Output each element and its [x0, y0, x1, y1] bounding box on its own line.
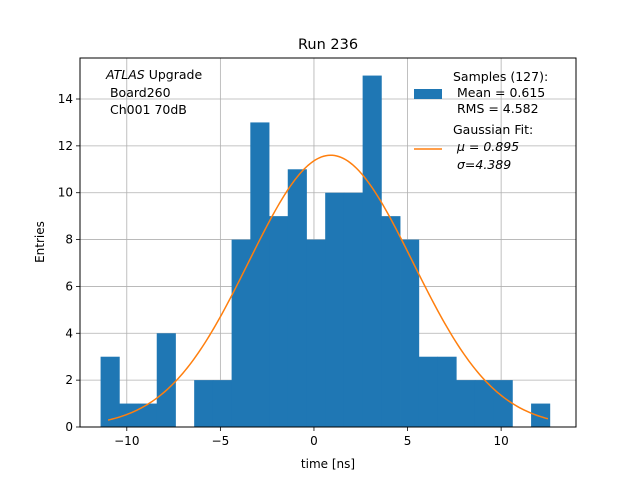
y-tick-label: 0 [65, 420, 73, 434]
histogram-bar [212, 380, 233, 427]
histogram-bar [269, 216, 289, 427]
y-tick-label: 14 [58, 92, 73, 106]
x-tick-label: 5 [404, 434, 412, 448]
y-tick-label: 6 [65, 279, 73, 293]
histogram-bar [194, 380, 214, 427]
histogram-bar [400, 239, 420, 427]
histogram-bar [306, 239, 326, 427]
histogram-bar [138, 403, 158, 427]
legend-fit-mu: μ = 0.895 [453, 139, 519, 154]
annotation-line3: Ch001 70dB [106, 102, 187, 117]
y-tick-label: 4 [65, 326, 73, 340]
histogram-bar [100, 356, 120, 427]
legend-fit-label: Gaussian Fit: [453, 122, 533, 137]
legend-samples-label: Samples (127): [453, 69, 548, 84]
annotation-box: ATLAS Upgrade Board260 Ch001 70dB [105, 67, 202, 117]
histogram-bar [287, 169, 307, 428]
x-tick-label: 10 [493, 434, 508, 448]
histogram-bar [531, 403, 551, 427]
annotation-upgrade: Upgrade [145, 67, 203, 82]
x-tick-label: 0 [310, 434, 318, 448]
legend-samples-rms: RMS = 4.582 [453, 101, 539, 116]
legend-samples-mean: Mean = 0.615 [453, 85, 545, 100]
histogram-bar [362, 75, 382, 428]
histogram-bar [437, 356, 457, 427]
gaussian-fit-line [107, 154, 549, 421]
histogram-bar [325, 192, 345, 427]
histogram-bar [231, 239, 251, 427]
histogram-bar [156, 333, 176, 427]
annotation-atlas: ATLAS [105, 67, 145, 82]
chart-title: Run 236 [298, 37, 358, 53]
legend-histogram-swatch [414, 89, 442, 99]
histogram-bar [418, 356, 438, 427]
legend: Samples (127): Mean = 0.615 RMS = 4.582 … [414, 69, 548, 172]
histogram-bar [474, 380, 495, 427]
x-tick-label: −10 [114, 434, 139, 448]
histogram-bars [100, 75, 551, 428]
histogram-bar [381, 216, 401, 427]
y-tick-label: 2 [65, 373, 73, 387]
y-axis-ticks: 0 2 4 6 8 10 12 14 [58, 92, 80, 434]
legend-fit-sigma: σ=4.389 [453, 157, 511, 172]
x-tick-label: −5 [212, 434, 230, 448]
annotation-line2: Board260 [106, 85, 171, 100]
annotation-line1: ATLAS Upgrade [105, 67, 202, 82]
x-axis-label: time [ns] [301, 457, 355, 471]
y-tick-label: 10 [58, 186, 73, 200]
histogram-bar [493, 380, 513, 427]
histogram-bar [343, 192, 364, 427]
histogram-bar [456, 380, 476, 427]
y-axis-label: Entries [33, 221, 47, 263]
y-tick-label: 12 [58, 139, 73, 153]
y-tick-label: 8 [65, 233, 73, 247]
x-axis-ticks: −10 −5 0 5 10 [114, 427, 509, 448]
histogram-bar [119, 403, 139, 427]
plot-frame [79, 57, 577, 428]
histogram-bar [250, 122, 270, 427]
gaussian-fit-curve [107, 154, 549, 421]
